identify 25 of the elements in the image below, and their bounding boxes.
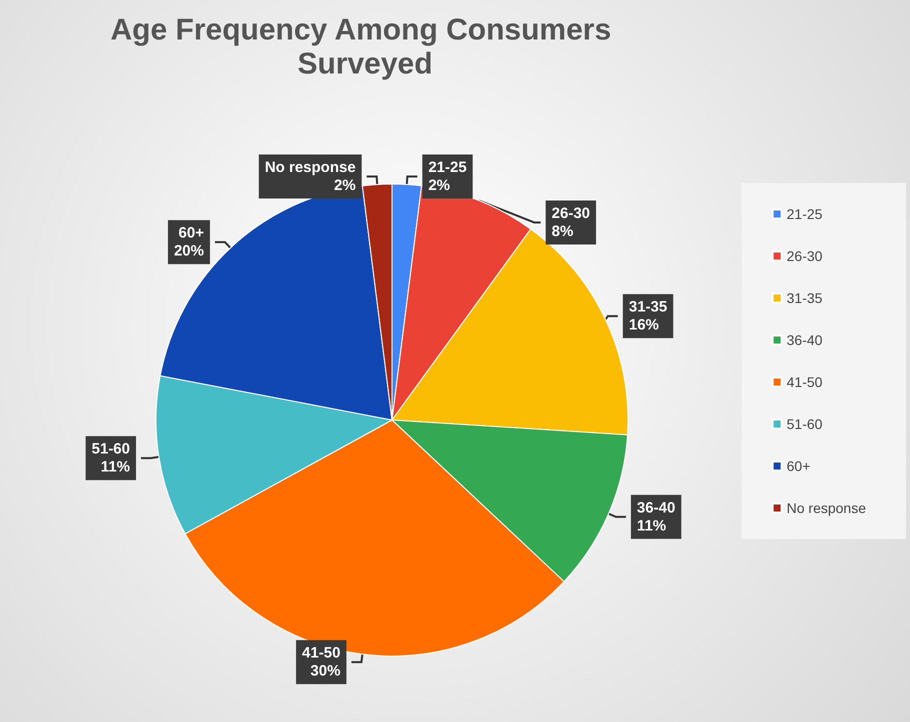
data-label: 8% [552, 222, 574, 240]
legend-label: 21-25 [786, 206, 823, 222]
data-label: 2% [428, 176, 450, 194]
slice-label: 31-35 [628, 298, 668, 316]
slice-label: 51-60 [92, 440, 130, 458]
slice-label: 36-40 [636, 499, 676, 516]
data-label: 11% [100, 458, 130, 476]
legend-label: 31-35 [786, 290, 823, 306]
data-label: 30% [310, 662, 340, 680]
data-label: 20% [174, 242, 204, 260]
legend-label: 51-60 [786, 416, 823, 432]
legend-label: 36-40 [786, 332, 823, 348]
slice-label: No response [264, 158, 356, 176]
data-label: 16% [628, 316, 659, 334]
data-label: 2% [334, 176, 356, 194]
slice-label: 60+ [178, 224, 204, 242]
slice-label: 26-30 [552, 204, 590, 222]
legend-label: 41-50 [786, 374, 823, 390]
slice-label: 21-25 [428, 158, 467, 176]
chart-title: Age Frequency Among Consumers Surveyed [110, 14, 620, 80]
legend-label: 26-30 [786, 248, 823, 264]
legend-label: 60+ [786, 458, 810, 474]
slice-label: 41-50 [302, 644, 340, 662]
data-label: 11% [636, 517, 666, 534]
legend-label: No response [786, 500, 866, 516]
